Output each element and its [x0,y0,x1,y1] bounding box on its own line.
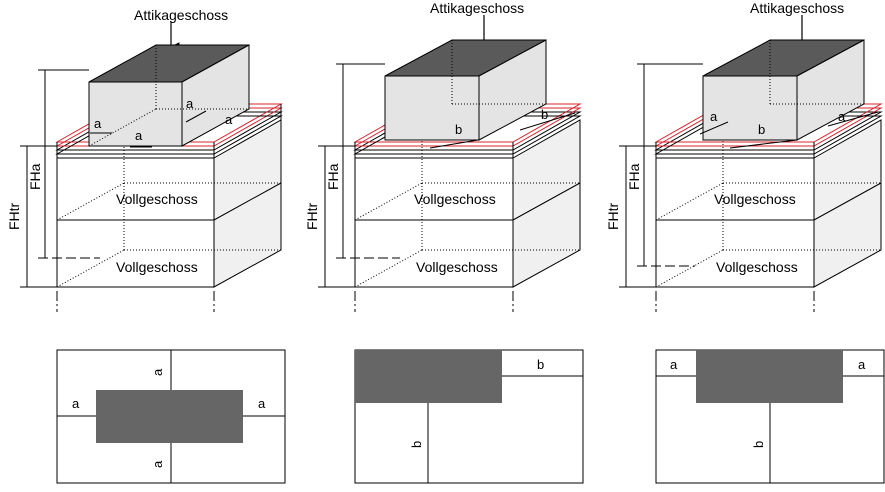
iso-dim-3b: b [758,122,765,137]
fha-label-2: FHa [325,163,341,190]
floor-label-2a: Vollgeschoss [414,191,496,207]
attic-label-2: Attikageschoss [430,0,524,16]
building-side-1 [213,119,282,288]
plan-dim-3c: b [751,441,766,448]
plan-dim-1a: a [150,368,165,376]
floor-label-3a: Vollgeschoss [714,191,796,207]
iso-dim-3c: a [838,109,846,124]
floor-label-2b: Vollgeschoss [416,259,498,275]
floor-label-1a: Vollgeschoss [116,191,198,207]
fha-label-1: FHa [27,163,43,190]
fhtr-label-2: FHtr [304,202,320,230]
iso-diagram-3: Attikageschoss a b a Vollgeschoss Vollge… [605,0,883,312]
iso-dim-2b: b [541,107,548,122]
plan-dim-1d: a [258,396,266,411]
iso-diagram-1: Attikageschoss a a a a Vo [6,7,283,312]
plan-dim-3a: a [670,357,678,372]
plan-attic-1 [96,390,243,443]
fhtr-label-1: FHtr [6,202,22,230]
plan-diagram-1: a a a a [56,349,286,484]
iso-dim-2a: b [455,122,462,137]
iso-dim-1a: a [186,96,194,111]
attic-front-1 [88,81,183,147]
floor-label-3b: Vollgeschoss [716,259,798,275]
iso-diagram-2: Attikageschoss b b Vollgeschoss Vollgesc… [304,0,582,312]
plan-diagram-2: b b [354,349,584,484]
building-front-1 [56,157,215,288]
iso-dim-1d: a [225,112,233,127]
fhtr-label-3: FHtr [605,202,621,230]
attic-label-3: Attikageschoss [750,0,844,16]
plan-dim-2a: b [537,357,544,372]
plan-diagram-3: a a b [655,349,885,484]
iso-dim-1b: a [94,116,102,131]
plan-dim-1b: a [150,460,165,468]
plan-dim-1c: a [72,396,80,411]
floor-label-1b: Vollgeschoss [116,259,198,275]
plan-dim-2b: b [409,441,424,448]
iso-dim-1c: a [135,128,143,143]
fha-label-3: FHa [626,163,642,190]
iso-dim-3a: a [710,109,718,124]
plan-dim-3b: a [858,357,866,372]
attic-label-1: Attikageschoss [134,7,228,23]
